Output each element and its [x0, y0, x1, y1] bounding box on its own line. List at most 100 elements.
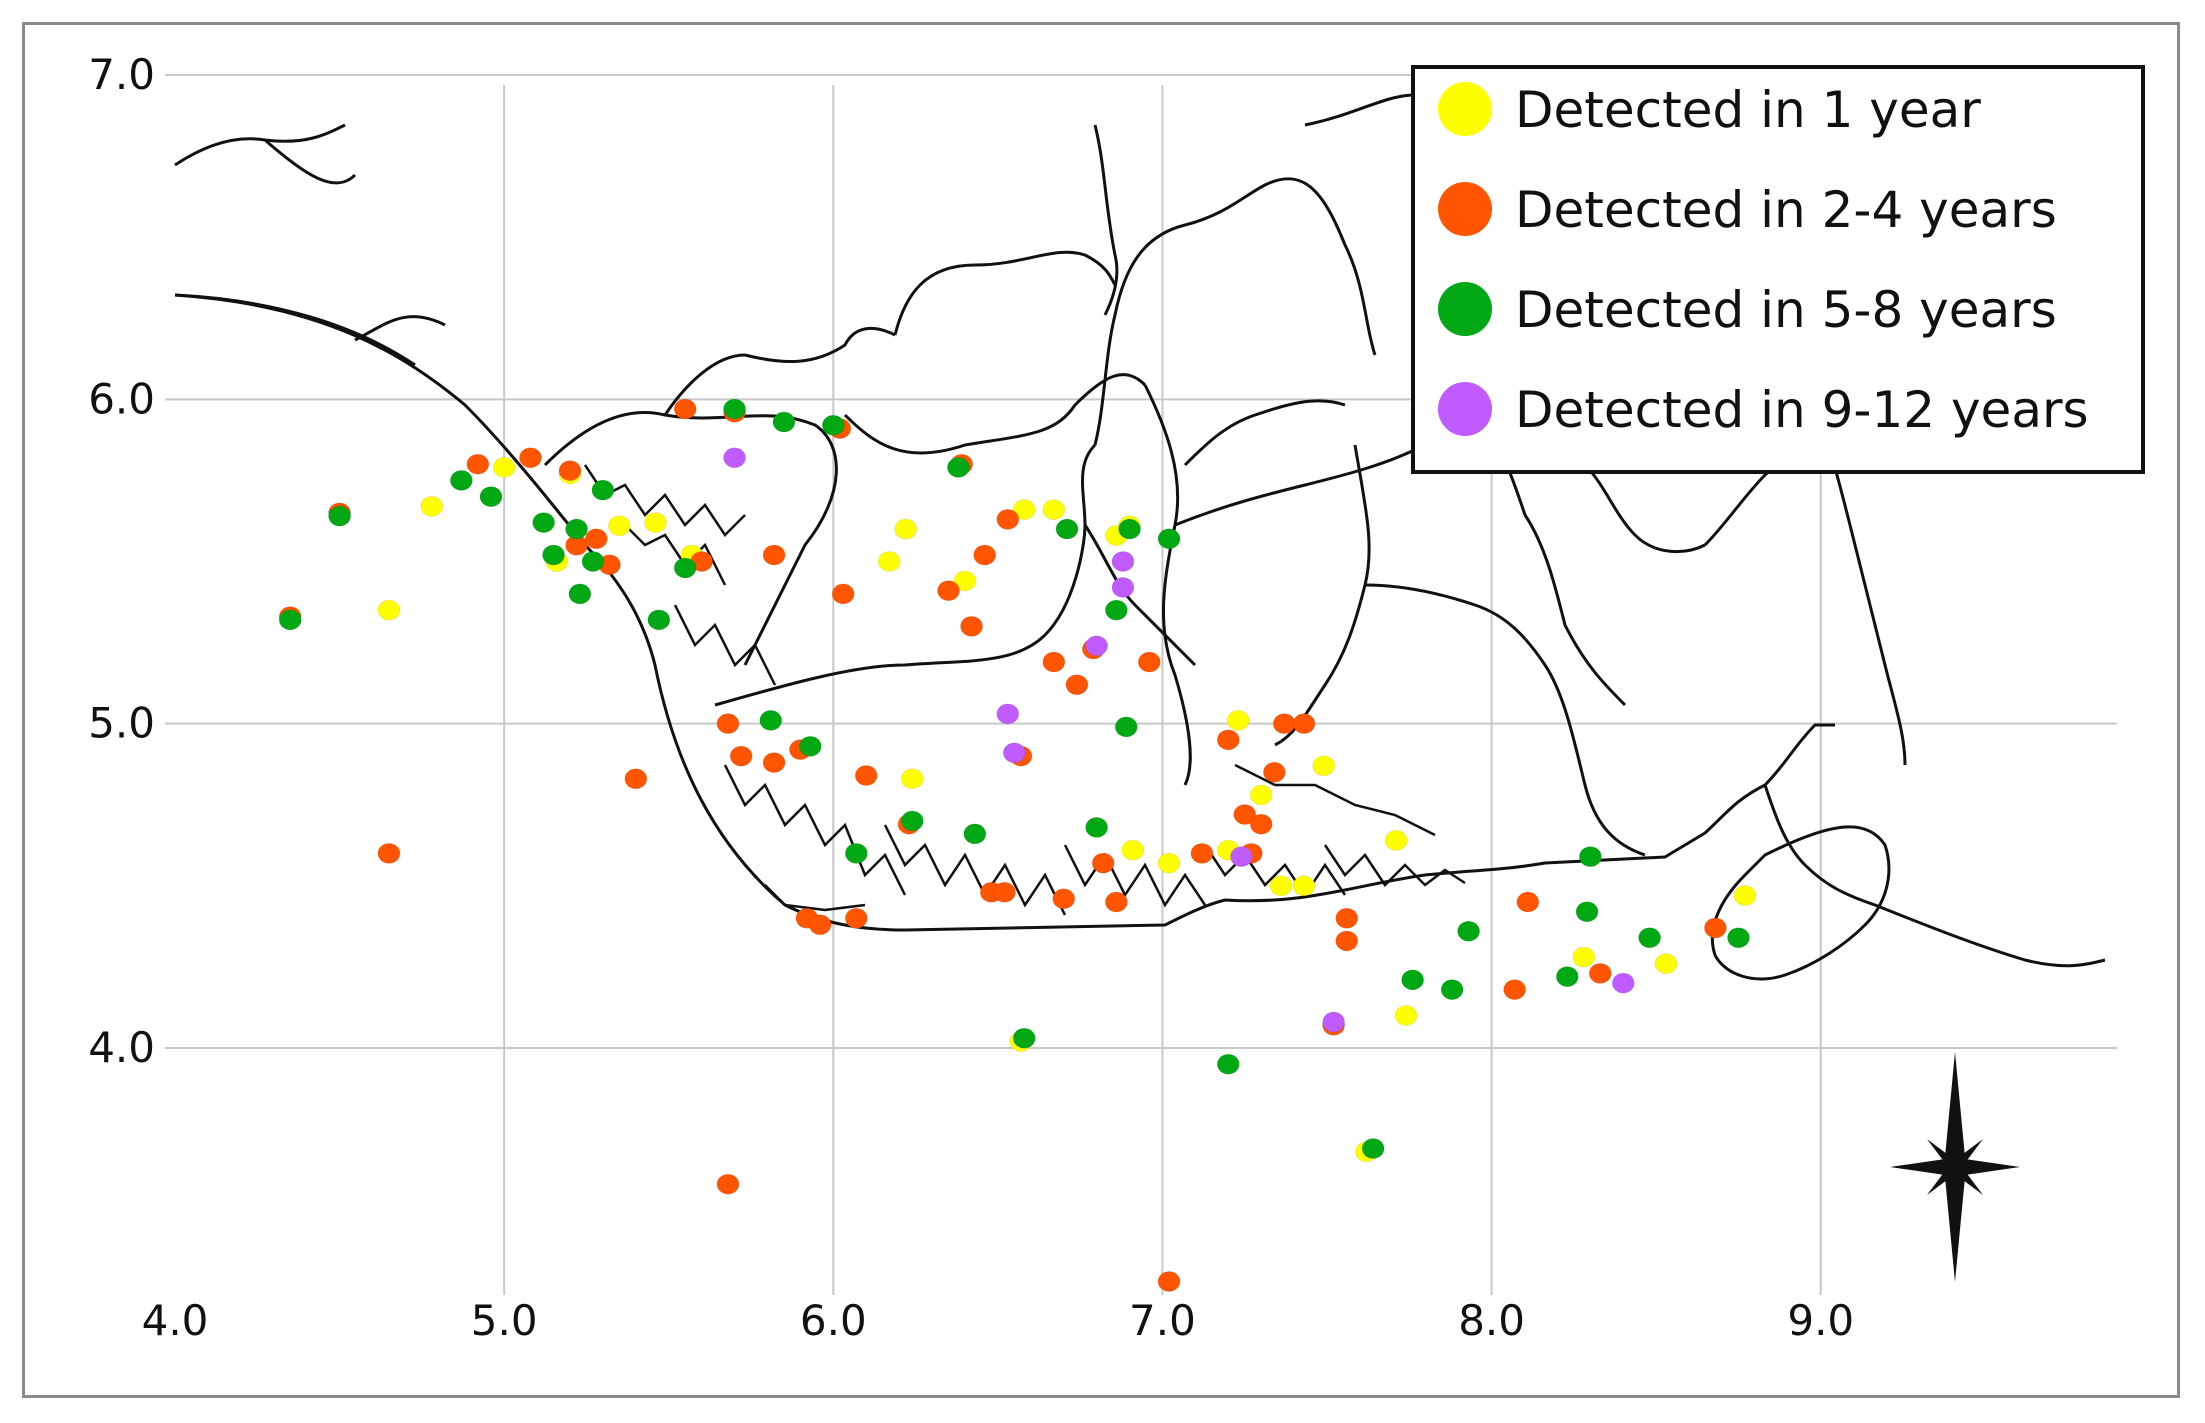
detection-point-series-2	[1052, 888, 1076, 910]
detection-point-series-1	[607, 515, 631, 537]
detection-point-series-2	[1503, 979, 1527, 1001]
detection-point-series-2	[1335, 930, 1359, 952]
detection-point-series-2	[1042, 651, 1066, 673]
detection-point-series-3	[798, 735, 822, 757]
detection-point-series-2	[808, 914, 832, 936]
x-tick-label: 4.0	[142, 1296, 209, 1345]
detection-point-series-4	[1111, 550, 1135, 572]
detection-point-series-3	[1216, 1053, 1240, 1075]
legend-entry-4: Detected in 9-12 years	[1438, 381, 2089, 439]
detection-point-series-3	[772, 411, 796, 433]
y-tick-label: 4.0	[88, 1023, 155, 1072]
detection-point-series-1	[1157, 852, 1181, 874]
detection-point-series-3	[532, 512, 556, 534]
detection-point-series-1	[953, 570, 977, 592]
detection-point-series-2	[558, 460, 582, 482]
detection-point-series-1	[1042, 499, 1066, 521]
y-tick-label: 5.0	[88, 699, 155, 748]
legend-marker-yellow	[1438, 82, 1492, 136]
detection-point-series-3	[1638, 927, 1662, 949]
detection-point-series-3	[1118, 518, 1142, 540]
detection-point-series-1	[1292, 875, 1316, 897]
detection-point-series-1	[1249, 784, 1273, 806]
detection-point-series-3	[581, 550, 605, 572]
detection-point-series-2	[1292, 713, 1316, 735]
legend-marker-green	[1438, 282, 1492, 336]
detection-point-series-2	[1137, 651, 1161, 673]
detection-point-series-1	[900, 768, 924, 790]
detection-point-series-4	[996, 703, 1020, 725]
detection-point-series-2	[1190, 842, 1214, 864]
detection-point-series-1	[1733, 885, 1757, 907]
detection-point-series-4	[1111, 576, 1135, 598]
detection-point-series-1	[1384, 829, 1408, 851]
legend: Detected in 1 year Detected in 2-4 years…	[1411, 65, 2145, 474]
detection-point-series-3	[568, 583, 592, 605]
detection-point-series-2	[996, 508, 1020, 530]
detection-point-series-3	[1555, 966, 1579, 988]
detection-point-series-3	[1114, 716, 1138, 738]
detection-point-series-3	[1055, 518, 1079, 540]
detection-point-series-2	[854, 765, 878, 787]
detection-point-series-2	[1335, 907, 1359, 929]
detection-point-series-1	[377, 599, 401, 621]
detection-point-series-1	[1226, 709, 1250, 731]
detection-point-series-4	[723, 447, 747, 469]
legend-label-1-year: Detected in 1 year	[1515, 81, 1981, 139]
detection-point-series-3	[963, 823, 987, 845]
x-tick-label: 8.0	[1458, 1296, 1525, 1345]
detection-point-series-2	[466, 453, 490, 475]
detection-point-series-3	[1157, 528, 1181, 550]
detection-points-layer	[278, 398, 1757, 1292]
detection-point-series-2	[1091, 852, 1115, 874]
detection-point-series-3	[328, 505, 352, 527]
detection-point-series-4	[1002, 742, 1026, 764]
detection-point-series-1	[1394, 1005, 1418, 1027]
detection-point-series-3	[900, 810, 924, 832]
detection-point-series-2	[844, 907, 868, 929]
detection-point-series-2	[1157, 1270, 1181, 1292]
detection-point-series-1	[1269, 875, 1293, 897]
detection-point-series-1	[1012, 499, 1036, 521]
detection-point-series-2	[1104, 891, 1128, 913]
detection-point-series-1	[894, 518, 918, 540]
legend-entry-2: Detected in 2-4 years	[1438, 181, 2057, 239]
detection-point-series-3	[591, 479, 615, 501]
y-tick-label: 6.0	[88, 374, 155, 423]
legend-entry-3: Detected in 5-8 years	[1438, 281, 2057, 339]
detection-point-series-2	[1703, 917, 1727, 939]
axis-tick-labels: 4.0 5.0 6.0 7.0 8.0 9.0 4.0 5.0 6.0 7.0	[88, 50, 1854, 1345]
legend-entry-1: Detected in 1 year	[1438, 81, 1981, 139]
detection-point-series-2	[1272, 713, 1296, 735]
detection-point-series-1	[1654, 953, 1678, 975]
detection-point-series-3	[1457, 920, 1481, 942]
detection-point-series-2	[831, 583, 855, 605]
detection-point-series-2	[1516, 891, 1540, 913]
detection-point-series-4	[1322, 1011, 1346, 1033]
map-figure-frame: 4.0 5.0 6.0 7.0 8.0 9.0 4.0 5.0 6.0 7.0 Detected …	[22, 22, 2180, 1398]
detection-point-series-1	[492, 456, 516, 478]
detection-point-series-1	[877, 550, 901, 572]
detection-point-series-3	[759, 709, 783, 731]
x-tick-label: 9.0	[1787, 1296, 1854, 1345]
y-tick-label: 7.0	[88, 50, 155, 99]
detection-point-series-3	[542, 544, 566, 566]
detection-point-series-1	[1121, 839, 1145, 861]
detection-point-series-3	[565, 518, 589, 540]
detection-point-series-2	[716, 1173, 740, 1195]
legend-marker-purple	[1438, 382, 1492, 436]
detection-point-series-3	[1440, 979, 1464, 1001]
detection-point-series-1	[1312, 755, 1336, 777]
map-canvas: 4.0 5.0 6.0 7.0 8.0 9.0 4.0 5.0 6.0 7.0 Detected …	[25, 25, 2177, 1395]
detection-point-series-2	[937, 580, 961, 602]
legend-label-2-4-years: Detected in 2-4 years	[1515, 181, 2057, 239]
x-tick-label: 6.0	[800, 1296, 867, 1345]
detection-point-series-2	[762, 752, 786, 774]
legend-marker-orange	[1438, 182, 1492, 236]
detection-point-series-4	[1611, 972, 1635, 994]
x-tick-label: 5.0	[471, 1296, 538, 1345]
detection-point-series-3	[1085, 816, 1109, 838]
detection-point-series-2	[584, 528, 608, 550]
detection-point-series-2	[992, 881, 1016, 903]
detection-point-series-1	[1572, 946, 1596, 968]
